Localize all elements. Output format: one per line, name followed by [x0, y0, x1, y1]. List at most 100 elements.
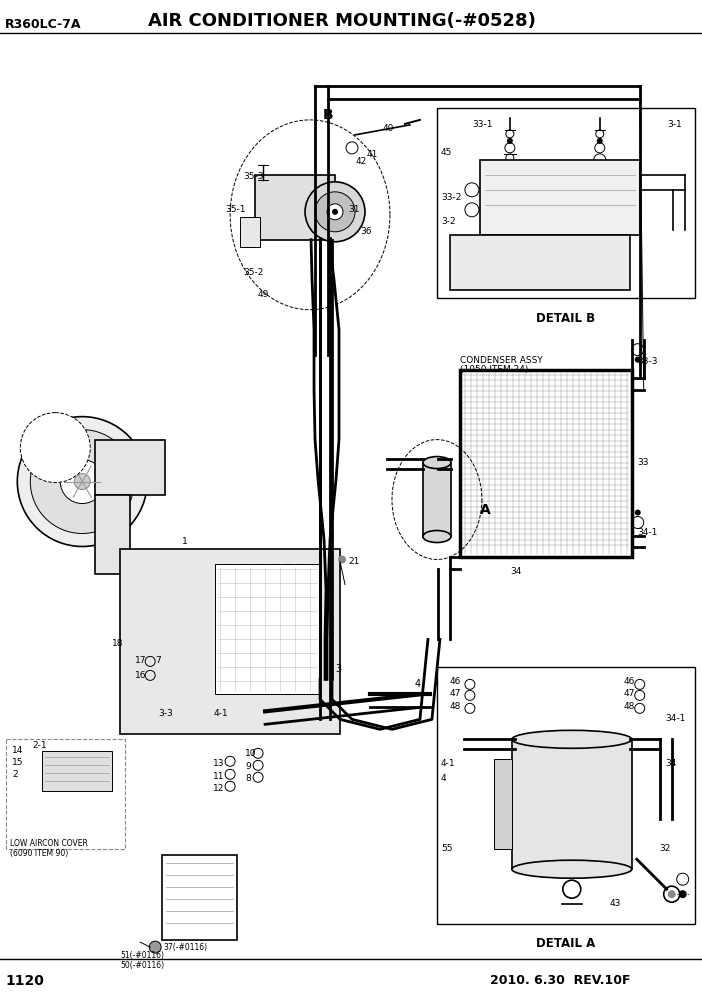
Text: 36: 36 — [360, 227, 371, 236]
Text: 2010. 6.30  REV.10F: 2010. 6.30 REV.10F — [490, 974, 630, 987]
Text: 3-3: 3-3 — [158, 709, 173, 718]
Bar — [215, 564, 320, 694]
Circle shape — [58, 447, 62, 452]
Ellipse shape — [423, 456, 451, 468]
Text: 35-3: 35-3 — [243, 172, 263, 181]
Text: 33-2: 33-2 — [441, 192, 461, 201]
Text: 33-3: 33-3 — [637, 357, 658, 366]
Text: 3: 3 — [335, 665, 341, 675]
Text: 46: 46 — [624, 678, 635, 686]
Bar — [437, 108, 695, 298]
Bar — [460, 370, 632, 558]
Circle shape — [58, 459, 62, 464]
Circle shape — [18, 417, 147, 547]
Bar — [95, 439, 165, 495]
Text: 20: 20 — [35, 454, 46, 463]
Bar — [460, 370, 632, 558]
Bar — [494, 759, 512, 849]
Text: 14: 14 — [13, 746, 24, 755]
Text: 48: 48 — [450, 702, 461, 711]
Text: 33-1: 33-1 — [472, 120, 492, 129]
Text: 32: 32 — [660, 844, 671, 853]
Circle shape — [74, 473, 91, 489]
Circle shape — [635, 357, 641, 363]
Text: B: B — [323, 108, 333, 122]
Circle shape — [30, 430, 134, 534]
Circle shape — [507, 138, 513, 144]
Text: (1050 ITEM 24): (1050 ITEM 24) — [460, 365, 529, 374]
Text: 43: 43 — [610, 899, 621, 908]
Circle shape — [327, 203, 343, 220]
Bar — [95, 495, 130, 574]
Text: LOW AIRCON COVER: LOW AIRCON COVER — [11, 839, 88, 848]
Circle shape — [305, 182, 365, 242]
Text: 15: 15 — [13, 758, 24, 767]
Bar — [120, 550, 340, 734]
Text: 1120: 1120 — [6, 974, 44, 988]
Text: 42: 42 — [356, 157, 367, 166]
Text: 48: 48 — [624, 702, 635, 711]
Text: 4: 4 — [415, 680, 421, 689]
Text: A: A — [480, 503, 491, 517]
Ellipse shape — [423, 531, 451, 543]
Text: 41: 41 — [367, 150, 378, 159]
Text: 47: 47 — [624, 689, 635, 698]
Bar — [42, 751, 112, 792]
Text: 47: 47 — [450, 689, 461, 698]
Circle shape — [635, 510, 641, 516]
Text: 17: 17 — [135, 657, 147, 666]
Text: DETAIL B: DETAIL B — [536, 311, 595, 324]
Circle shape — [20, 413, 91, 482]
Circle shape — [668, 890, 676, 898]
Text: 21: 21 — [348, 558, 359, 566]
Text: 34-1: 34-1 — [637, 528, 658, 537]
Text: 33: 33 — [637, 457, 649, 466]
Text: 16: 16 — [135, 672, 147, 681]
Text: R360LC-7A: R360LC-7A — [6, 18, 82, 31]
Text: 9: 9 — [245, 762, 251, 772]
Text: 12: 12 — [213, 785, 225, 794]
Text: 7: 7 — [42, 430, 48, 438]
Text: CONDENSER ASSY: CONDENSER ASSY — [460, 356, 543, 365]
Text: 45: 45 — [441, 148, 452, 157]
Text: 2-1: 2-1 — [32, 741, 47, 750]
Text: 55: 55 — [441, 844, 452, 853]
Circle shape — [679, 890, 687, 898]
Circle shape — [315, 191, 355, 232]
Text: 34: 34 — [665, 759, 677, 768]
Text: 7: 7 — [155, 657, 161, 666]
Text: 35-2: 35-2 — [243, 268, 263, 277]
Circle shape — [60, 459, 104, 504]
Text: 46: 46 — [450, 678, 461, 686]
Text: 4: 4 — [441, 775, 446, 784]
Text: 50(-#0116): 50(-#0116) — [120, 961, 164, 970]
Circle shape — [150, 941, 161, 953]
Text: 49: 49 — [257, 290, 268, 299]
Text: 1: 1 — [182, 537, 188, 546]
Text: DETAIL A: DETAIL A — [536, 937, 595, 950]
Text: 31: 31 — [348, 204, 359, 214]
Bar — [437, 668, 695, 925]
Text: 13: 13 — [213, 759, 225, 768]
Text: 3-2: 3-2 — [441, 217, 456, 226]
Text: 40: 40 — [383, 124, 395, 133]
Circle shape — [332, 208, 338, 215]
Bar — [240, 217, 260, 247]
Text: 8: 8 — [245, 775, 251, 784]
Bar — [162, 855, 237, 940]
Text: 51(-#0116): 51(-#0116) — [120, 951, 164, 960]
Ellipse shape — [512, 730, 632, 748]
Bar — [423, 462, 451, 537]
Text: AIR CONDITIONER MOUNTING(-#0528): AIR CONDITIONER MOUNTING(-#0528) — [148, 12, 536, 30]
Text: 10: 10 — [245, 749, 257, 758]
Text: 18: 18 — [112, 640, 124, 649]
Circle shape — [338, 556, 346, 563]
Bar — [6, 739, 125, 849]
Ellipse shape — [512, 860, 632, 878]
Text: 19: 19 — [35, 442, 47, 451]
Text: 11: 11 — [213, 773, 225, 782]
Text: 34-1: 34-1 — [665, 714, 686, 723]
Text: 4-1: 4-1 — [441, 759, 456, 768]
Bar — [450, 235, 630, 290]
Text: 34: 34 — [510, 567, 521, 576]
